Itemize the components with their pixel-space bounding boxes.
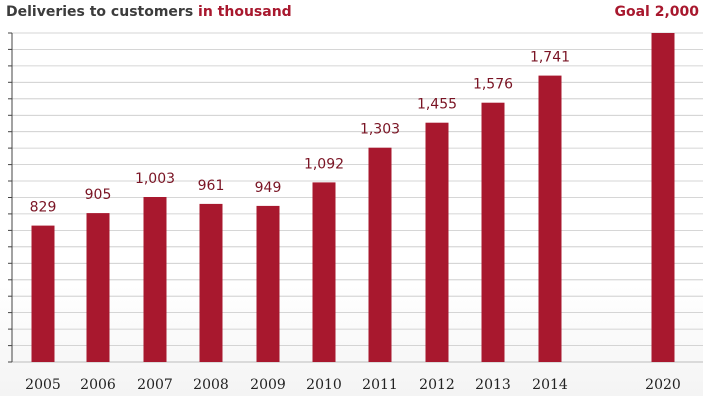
bar-2012 [425, 122, 449, 362]
bar-2007 [143, 197, 167, 362]
value-label-2005: 829 [30, 200, 57, 216]
bar-2014 [538, 75, 562, 362]
x-tick-2008: 2008 [193, 377, 229, 393]
value-label-2009: 949 [255, 180, 282, 196]
goal-label: Goal 2,000 [614, 4, 699, 20]
value-label-2011: 1,303 [360, 122, 400, 138]
value-label-2010: 1,092 [304, 156, 344, 172]
gridlines [8, 32, 703, 363]
bar-2013 [481, 102, 505, 362]
x-tick-2009: 2009 [250, 377, 286, 393]
x-tick-2013: 2013 [475, 377, 511, 393]
bar-2010 [312, 182, 336, 362]
value-label-2013: 1,576 [473, 77, 513, 93]
x-tick-2005: 2005 [25, 377, 61, 393]
bar-2011 [368, 147, 392, 362]
bar-2008 [199, 203, 223, 362]
x-tick-2006: 2006 [80, 377, 116, 393]
bar-2009 [256, 205, 280, 362]
x-tick-2020: 2020 [645, 377, 681, 393]
chart-title: Deliveries to customers in thousand [6, 4, 292, 20]
value-label-2012: 1,455 [417, 97, 457, 113]
x-tick-2011: 2011 [362, 377, 398, 393]
value-label-2007: 1,003 [135, 171, 175, 187]
x-tick-labels: 2005 2006 2007 2008 2009 2010 2011 2012 2013 2014… [25, 377, 681, 393]
chart-title-text: Deliveries to customers [6, 4, 194, 20]
value-label-2008: 961 [198, 178, 225, 194]
x-tick-2007: 2007 [137, 377, 173, 393]
value-label-2014: 1,741 [530, 50, 570, 66]
x-tick-2010: 2010 [306, 377, 342, 393]
x-tick-2014: 2014 [532, 377, 568, 393]
bars [31, 33, 675, 362]
bar-2020 [651, 33, 675, 362]
value-label-2006: 905 [85, 187, 112, 203]
chart-title-unit: in thousand [198, 4, 292, 20]
value-labels: 829 905 1,003 961 949 1,092 1,303 1,455 1,576 1,7… [30, 50, 570, 216]
bar-2006 [86, 213, 110, 362]
bar-2005 [31, 225, 55, 362]
x-tick-2012: 2012 [419, 377, 455, 393]
